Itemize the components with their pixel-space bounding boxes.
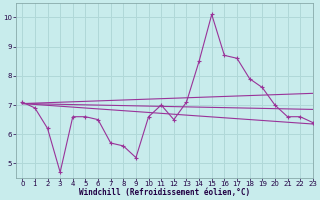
X-axis label: Windchill (Refroidissement éolien,°C): Windchill (Refroidissement éolien,°C)	[79, 188, 250, 197]
